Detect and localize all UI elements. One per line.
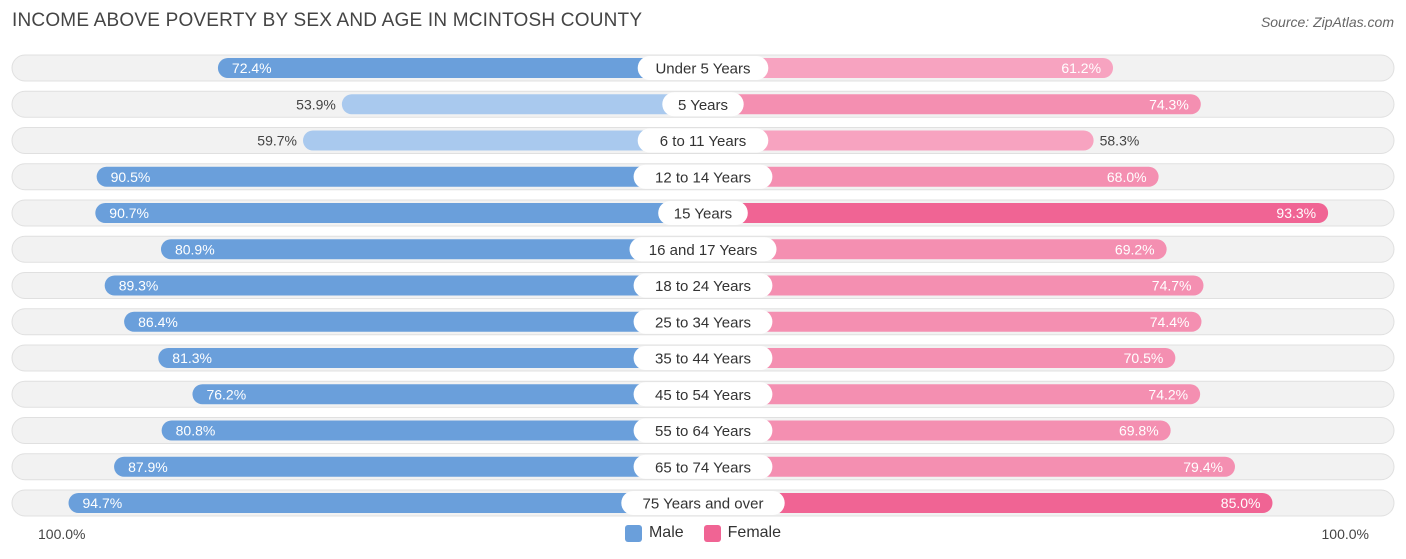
female-bar [703, 203, 1329, 223]
legend-label-female: Female [727, 524, 782, 541]
legend-item-female[interactable]: Female [703, 524, 782, 542]
category-pill [637, 56, 769, 80]
legend: Male Female [0, 524, 1406, 542]
male-value-label: 72.4% [232, 60, 272, 76]
source-credit: Source: ZipAtlas.com [1260, 14, 1394, 30]
male-bar [124, 311, 704, 332]
male-bar [95, 203, 703, 223]
chart-title: INCOME ABOVE POVERTY BY SEX AND AGE IN M… [12, 10, 643, 31]
female-bar [703, 239, 1167, 260]
female-value-label: 69.2% [1115, 241, 1155, 257]
male-value-label: 86.4% [138, 314, 178, 330]
category-label: 5 Years [678, 97, 728, 114]
female-value-label: 58.3% [1100, 133, 1140, 149]
female-value-label: 93.3% [1276, 205, 1316, 221]
male-value-label: 80.8% [176, 423, 216, 439]
category-label: 35 to 44 Years [655, 351, 751, 368]
male-value-label: 76.2% [206, 386, 246, 402]
category-label: 45 to 54 Years [655, 387, 751, 404]
category-label: 75 Years and over [643, 496, 764, 513]
legend-label-male: Male [648, 524, 684, 541]
male-bar [158, 348, 704, 368]
category-label: 18 to 24 Years [655, 278, 751, 295]
legend-swatch-male [624, 524, 642, 542]
female-bar [703, 311, 1202, 332]
male-bar [68, 493, 703, 513]
category-label: Under 5 Years [655, 61, 750, 78]
female-bar [703, 384, 1201, 405]
female-bar [703, 166, 1159, 187]
category-label: 12 to 14 Years [655, 169, 751, 186]
category-pill [633, 309, 773, 334]
category-pill [633, 454, 773, 479]
female-value-label: 69.8% [1119, 423, 1159, 439]
axis-right-label: 100.0% [1321, 526, 1369, 542]
chart-svg: 72.4% 61.2% Under 5 Years 53.9% 74.3% 5 Years… [11, 54, 1395, 517]
category-pill [637, 128, 769, 153]
category-label: 65 to 74 Years [655, 459, 751, 476]
female-bar [703, 130, 1094, 151]
category-label: 6 to 11 Years [660, 133, 746, 150]
female-bar [703, 275, 1204, 296]
category-pill [621, 491, 785, 515]
female-value-label: 79.4% [1183, 459, 1223, 475]
female-value-label: 61.2% [1061, 60, 1101, 76]
category-label: 55 to 64 Years [655, 423, 751, 440]
male-value-label: 90.5% [111, 169, 151, 185]
female-value-label: 74.3% [1149, 96, 1189, 112]
category-pill [629, 237, 777, 262]
female-value-label: 68.0% [1107, 169, 1147, 185]
category-pill [633, 273, 773, 298]
legend-swatch-female [703, 524, 721, 542]
axis-left-label: 100.0% [38, 526, 86, 542]
male-bar [160, 239, 704, 260]
male-bar [161, 420, 703, 441]
male-bar [341, 94, 703, 115]
male-value-label: 90.7% [109, 205, 149, 221]
male-value-label: 81.3% [172, 350, 212, 366]
female-bar [703, 348, 1176, 368]
male-value-label: 80.9% [175, 241, 215, 257]
category-pill [658, 201, 748, 225]
category-pill [633, 164, 773, 189]
male-value-label: 53.9% [296, 96, 336, 112]
female-value-label: 70.5% [1124, 350, 1164, 366]
male-bar [104, 275, 703, 296]
female-bar [703, 493, 1273, 513]
category-label: 25 to 34 Years [655, 314, 751, 331]
female-bar [703, 94, 1201, 115]
category-pill [633, 418, 773, 443]
male-bar [96, 166, 703, 187]
male-bar [114, 456, 703, 477]
female-bar [703, 58, 1114, 78]
male-value-label: 87.9% [128, 459, 168, 475]
female-bar [703, 420, 1171, 441]
category-label: 15 Years [674, 206, 732, 223]
female-value-label: 74.7% [1152, 278, 1192, 294]
male-value-label: 89.3% [119, 278, 159, 294]
male-value-label: 94.7% [83, 495, 123, 511]
category-pill [662, 92, 744, 117]
male-bar [303, 130, 703, 151]
female-bar [703, 456, 1235, 477]
male-bar [217, 58, 704, 78]
male-value-label: 59.7% [257, 133, 297, 149]
male-bar [192, 384, 703, 405]
category-pill [633, 346, 773, 370]
legend-item-male[interactable]: Male [624, 524, 684, 542]
category-label: 16 and 17 Years [649, 242, 757, 259]
female-value-label: 74.4% [1150, 314, 1190, 330]
female-value-label: 85.0% [1221, 495, 1261, 511]
category-pill [633, 382, 773, 407]
female-value-label: 74.2% [1148, 386, 1188, 402]
